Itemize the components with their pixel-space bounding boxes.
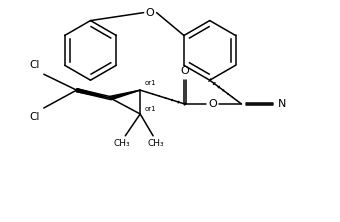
Text: Cl: Cl: [30, 112, 40, 122]
Text: CH₃: CH₃: [114, 139, 131, 148]
Text: or1: or1: [144, 80, 156, 86]
Text: Cl: Cl: [30, 60, 40, 70]
Text: or1: or1: [144, 106, 156, 112]
Text: O: O: [146, 8, 154, 18]
Text: CH₃: CH₃: [148, 139, 165, 148]
Polygon shape: [110, 90, 140, 100]
Text: O: O: [181, 66, 189, 76]
Text: N: N: [278, 99, 287, 109]
Text: O: O: [208, 99, 217, 109]
Polygon shape: [76, 89, 110, 98]
